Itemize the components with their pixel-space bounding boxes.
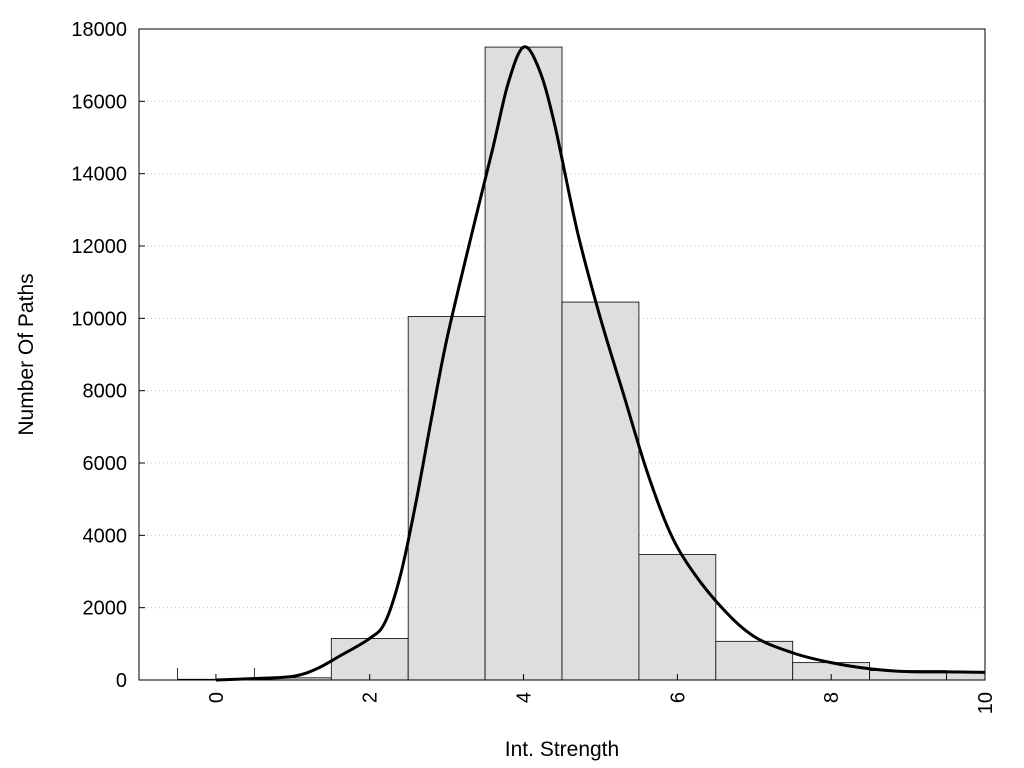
y-axis-ticks: 0 2000 4000 6000 8000 10000 12000 14000 16000 180… [71, 19, 145, 692]
y-axis-label: Number Of Paths [15, 273, 38, 435]
grid-lines [139, 100, 985, 609]
plot-frame [138, 28, 986, 681]
fit-curve-line [215, 45, 986, 682]
y-tick-label: 10000 [71, 308, 127, 330]
histogram-bar [638, 554, 717, 681]
y-tick-label: 12000 [71, 236, 127, 258]
histogram-bar [484, 46, 563, 681]
x-axis-label: Int. Strength [505, 738, 619, 761]
x-tick-label: 6 [667, 692, 689, 703]
y-tick-label: 14000 [71, 164, 127, 186]
x-tick-label: 8 [821, 692, 843, 703]
histogram-bar [407, 316, 486, 681]
y-tick-label: 2000 [83, 598, 128, 620]
y-tick-label: 8000 [83, 381, 128, 403]
x-tick-label: 4 [514, 692, 536, 703]
histogram-bar [715, 640, 794, 681]
x-tick-label: 0 [206, 692, 228, 703]
y-tick-label: 4000 [83, 525, 128, 547]
y-tick-label: 6000 [83, 453, 128, 475]
fit-curve-group [215, 45, 986, 682]
y-tick-label: 18000 [71, 19, 127, 41]
histogram-bar [330, 638, 409, 681]
x-tick-label: 2 [360, 692, 382, 703]
histogram-bar [561, 301, 640, 681]
y-tick-label: 0 [116, 670, 127, 692]
y-tick-label: 16000 [71, 91, 127, 113]
bars-group [177, 46, 986, 681]
x-axis-ticks: 0 2 4 6 8 10 [206, 674, 997, 714]
x-tick-label: 10 [975, 692, 997, 714]
